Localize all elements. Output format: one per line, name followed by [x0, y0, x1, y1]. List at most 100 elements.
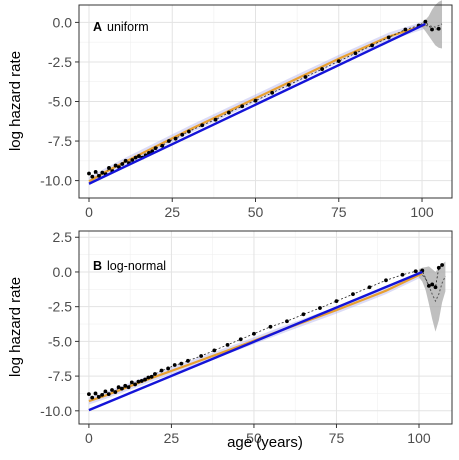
panel-b-data-point: [400, 272, 405, 277]
panel-b-border: [78, 230, 453, 425]
panel-a-data-point: [100, 170, 105, 175]
panel-a-data-point: [107, 166, 111, 170]
panel-b-data-point: [133, 382, 138, 387]
panel-b-data-point: [93, 391, 98, 396]
panel-b-x-tick-label: 50: [246, 430, 262, 446]
panel-b-data-point: [166, 366, 171, 371]
panel-b-background: [79, 231, 452, 424]
panel-a-data-point: [137, 154, 141, 158]
panel-b-grid: [79, 231, 452, 424]
panel-b-data-point: [103, 389, 108, 394]
panel-a-data-point: [97, 173, 101, 178]
panel-a-x-tick-label: 75: [331, 204, 347, 220]
panel-a-y-tick-label: -7.5: [48, 133, 72, 149]
panel-a-y-axis-title: log hazard rate: [7, 51, 24, 151]
panel-a-data-point: [130, 158, 135, 162]
panel-b-x-axis-title: age (years): [227, 434, 303, 451]
panel-b-data-point: [120, 386, 124, 391]
panel-a-title: uniform: [107, 20, 149, 34]
panel-b-data-point: [123, 383, 128, 388]
panel-b-y-tick-label: -7.5: [48, 368, 72, 384]
panel-a-data-point: [160, 143, 165, 148]
panel-b-x-ticks: 0 25 50 75 100: [85, 424, 431, 446]
panel-b-data-point: [384, 278, 388, 283]
panel-b-linear-fit-line: [88, 270, 423, 412]
panel-a-x-tick-label: 50: [248, 204, 264, 220]
panel-b-data-point: [186, 358, 190, 363]
panel-b-letter: B: [93, 259, 102, 273]
panel-b-data-point: [87, 392, 91, 397]
panel-b-data-point: [440, 263, 444, 267]
panel-b-data-point: [268, 324, 273, 329]
panel-a-letter: A: [93, 20, 102, 34]
panel-a-data-point: [200, 123, 205, 128]
panel-b-x-tick-label: 100: [407, 430, 431, 446]
panel-b-data-point: [252, 331, 256, 336]
panel-b-data-point: [318, 306, 322, 310]
panel-b-data-point: [116, 385, 121, 390]
panel-a-data-point: [120, 162, 125, 166]
panel-b-data-point: [413, 269, 418, 274]
panel-b-data-point: [367, 285, 372, 290]
panel-b-data-point: [146, 375, 151, 380]
panel-b-y-tick-label: 2.5: [53, 229, 73, 245]
panel-b-data-point: [149, 374, 154, 379]
panel-a-data-point: [436, 26, 441, 31]
panel-a-y-tick-label: -5.0: [48, 94, 72, 110]
panel-a-data-point: [386, 35, 391, 40]
panel-a-data-point: [133, 155, 138, 160]
panel-b-data-point: [172, 363, 177, 367]
panel-b-data-point: [179, 361, 184, 366]
panel-b-data-point: [238, 337, 243, 342]
panel-a-confidence-ribbon: [422, 0, 443, 49]
panel-b-x-tick-label: 25: [164, 430, 180, 446]
panel-b-data-point: [436, 265, 441, 270]
panel-b-data-point: [301, 312, 306, 317]
panel-a-data-point: [303, 75, 308, 79]
panel-a-data-point: [240, 104, 245, 109]
panel-b-y-tick-label: -5.0: [48, 333, 72, 349]
panel-b-y-tick-label: -2.5: [48, 299, 72, 315]
panel-b-y-tick-label: -10.0: [40, 403, 72, 419]
panel-b-data-point: [110, 388, 114, 392]
panel-a-data-point: [187, 129, 191, 134]
panel-b-data-point: [426, 283, 431, 288]
panel-b-data-point: [351, 292, 355, 297]
panel-b-data-point: [153, 372, 157, 376]
panel-b-marks: [87, 261, 446, 412]
panel-b-y-axis-title: log hazard rate: [7, 277, 24, 377]
panel-b-y-tick-label: 0.0: [53, 264, 73, 280]
panel-b-data-point: [136, 379, 141, 384]
panel-b-data-point: [433, 285, 438, 290]
panel-b-data-point: [225, 342, 230, 347]
panel-a-data-point: [320, 67, 325, 71]
panel-b-data-point: [334, 299, 339, 304]
panel-b-data-point: [129, 380, 134, 385]
panel-a-data-point: [336, 59, 341, 64]
panel-b-y-ticks: 2.5 0.0 -2.5 -5.0 -7.5 -10.0: [40, 229, 79, 419]
panel-a: 0.0 -2.5 -5.0 -7.5 -10.0 0 25 50 75 100 A unifor…: [7, 0, 453, 220]
panel-a-data-point: [270, 90, 275, 95]
panel-b-data-point: [126, 385, 131, 390]
panel-b-data-point: [212, 348, 217, 353]
panel-a-data-point: [370, 43, 374, 48]
panel-a-data-point: [353, 51, 358, 56]
panel-b-data-point: [96, 395, 101, 399]
panel-a-data-point: [113, 163, 118, 168]
panel-a-data-point: [226, 110, 231, 115]
panel-b-data-point: [113, 390, 118, 394]
panel-a-data-point: [423, 19, 428, 24]
panel-a-data-point: [167, 139, 171, 143]
panel-a-x-tick-label: 100: [410, 204, 434, 220]
panel-b-data-point: [100, 392, 105, 397]
panel-a-data-point: [153, 146, 158, 151]
panel-b-data-point: [90, 395, 95, 400]
panel-a-data-point: [213, 117, 218, 122]
panel-a-ribbon-centerline: [421, 23, 443, 28]
panel-a-data-point: [90, 174, 95, 179]
panel-b-ribbon-centerline: [418, 272, 446, 303]
panel-a-y-ticks: 0.0 -2.5 -5.0 -7.5 -10.0: [40, 14, 79, 189]
panel-b-x-tick-label: 75: [329, 430, 345, 446]
panel-a-data-point: [173, 136, 178, 141]
